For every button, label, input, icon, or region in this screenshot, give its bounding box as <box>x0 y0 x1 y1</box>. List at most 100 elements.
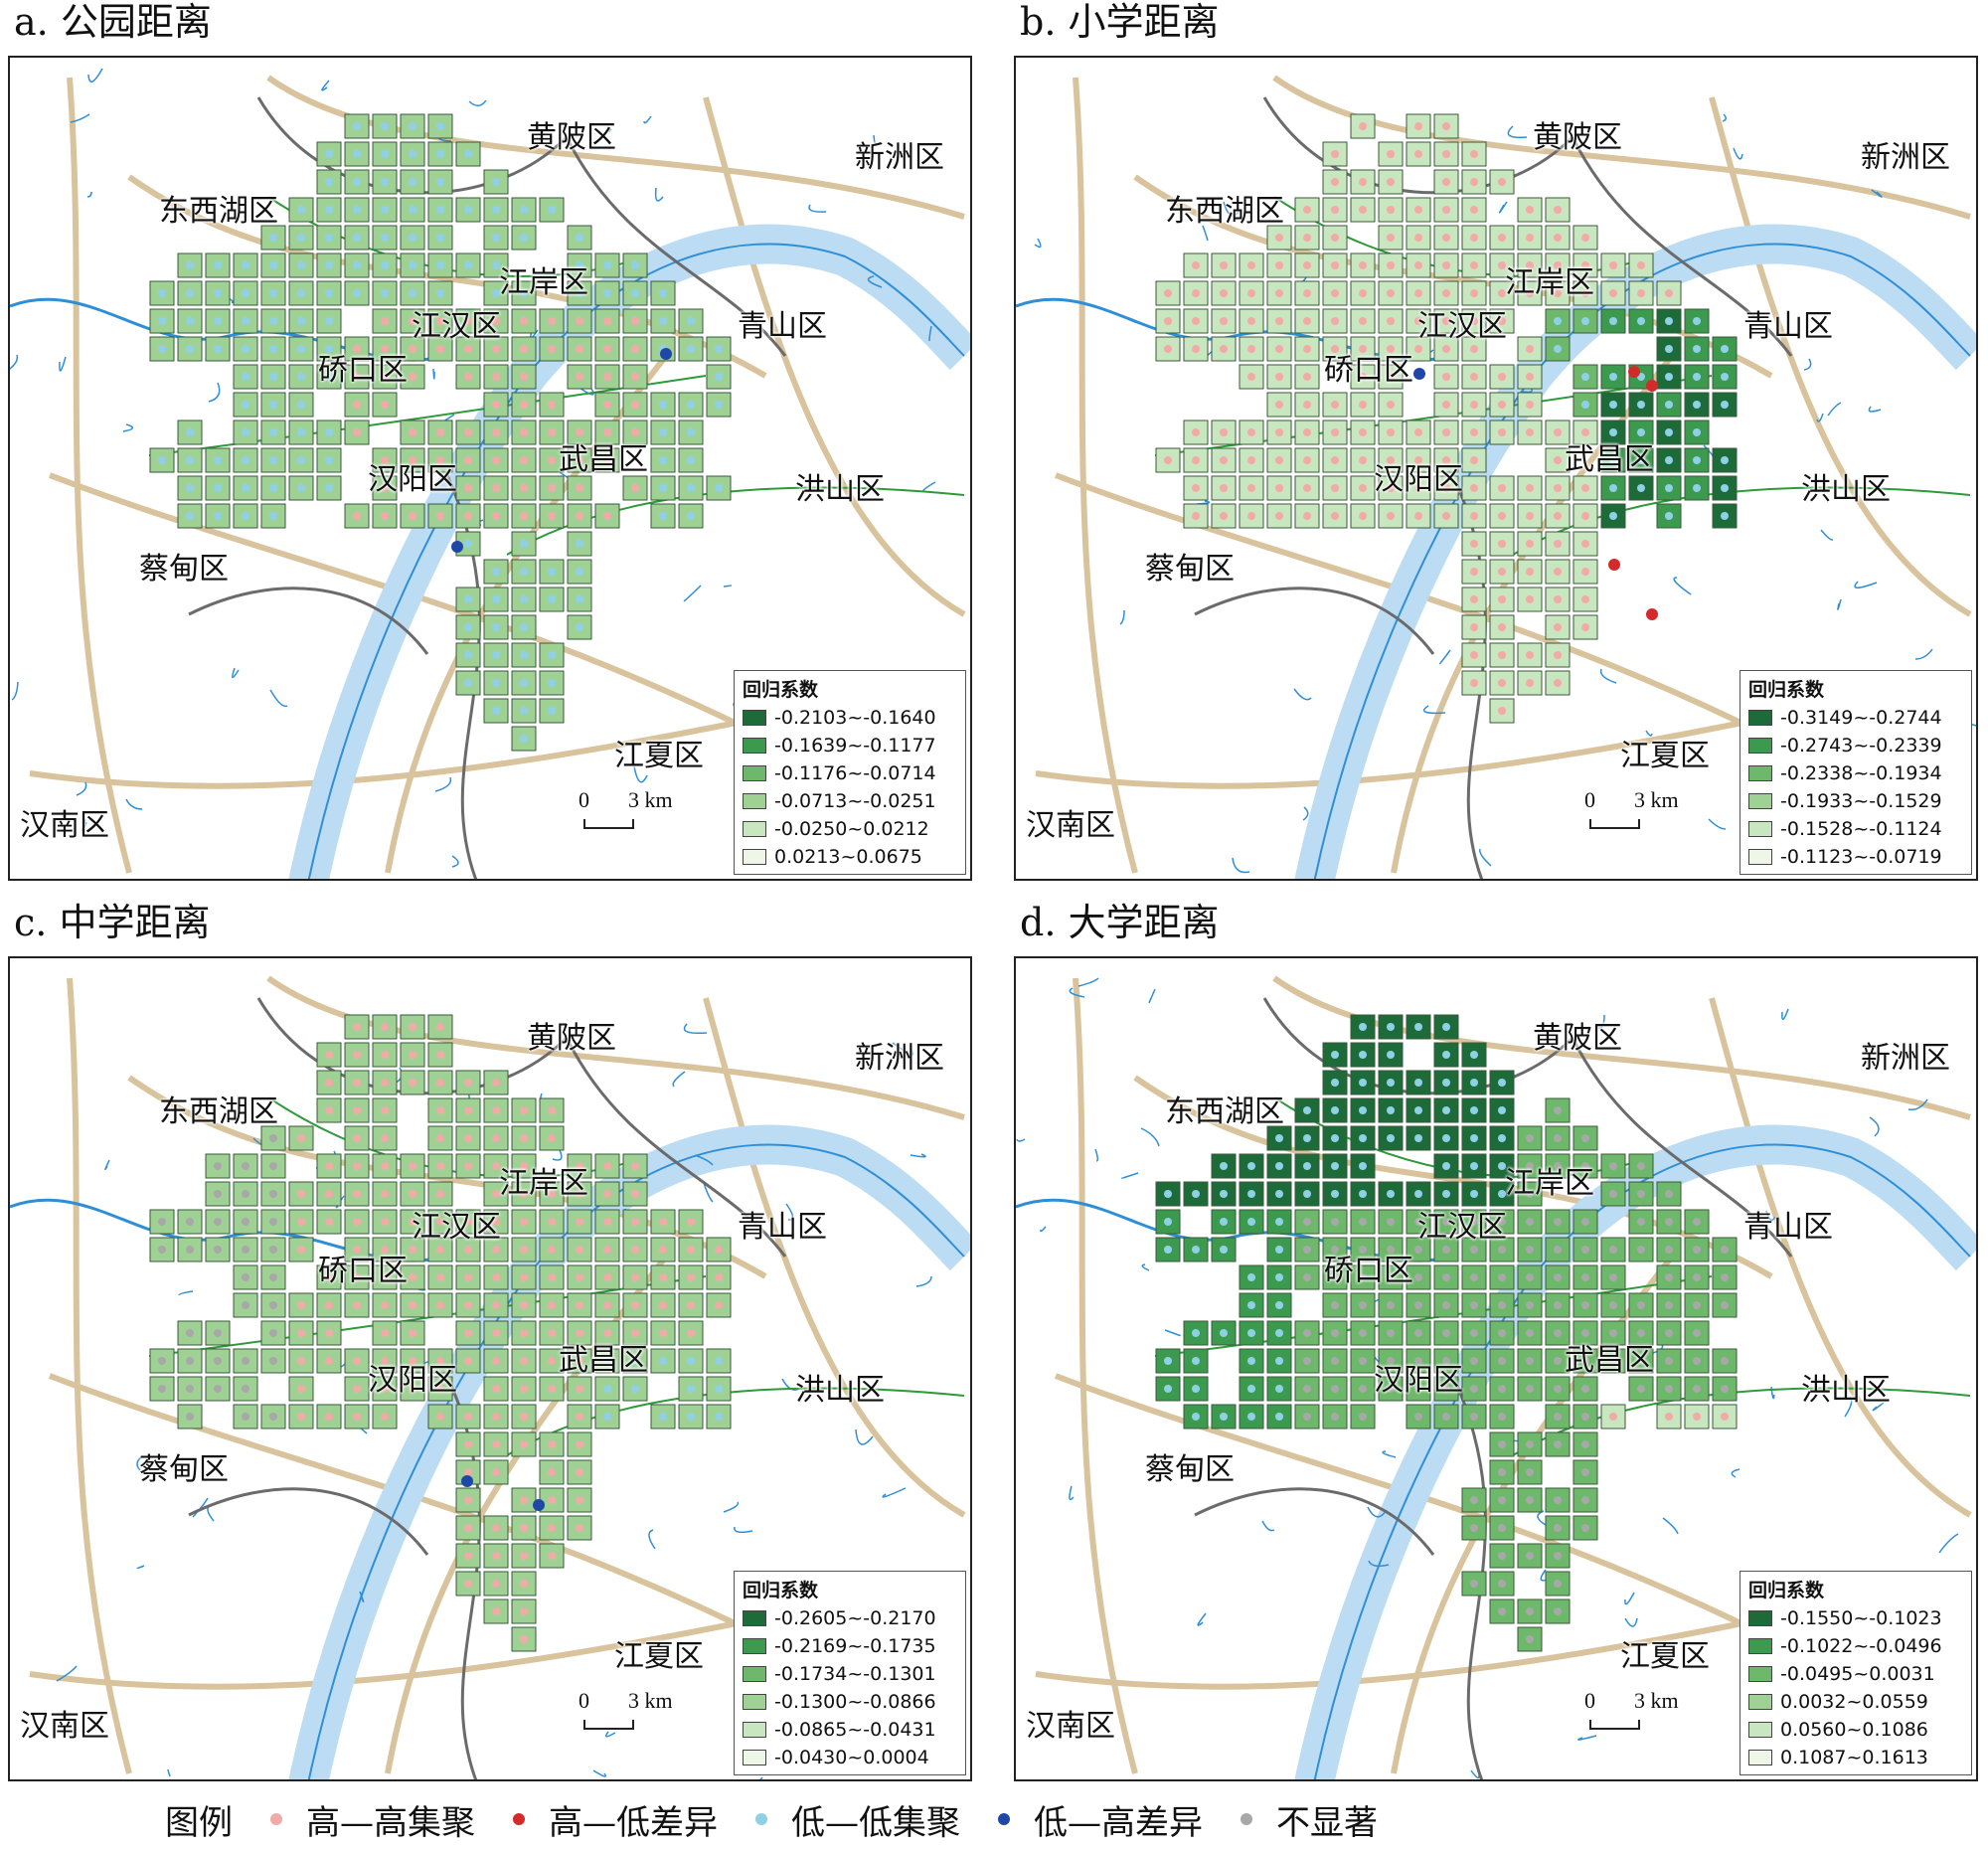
legend-swatch <box>1748 765 1772 781</box>
cluster-dot <box>1303 373 1311 381</box>
cluster-dot <box>492 707 500 715</box>
cluster-dot <box>436 1218 444 1226</box>
cluster-dot <box>1192 289 1200 297</box>
cluster-dot <box>381 1273 389 1281</box>
cluster-dot <box>492 373 500 381</box>
cluster-dot <box>1442 401 1450 409</box>
grid-cell <box>427 420 453 445</box>
cluster-dot <box>325 1190 333 1198</box>
district-label: 新洲区 <box>1861 140 1950 175</box>
legend-row: -0.1022~-0.0496 <box>1748 1633 1942 1659</box>
cluster-dot <box>1637 401 1645 409</box>
cluster-dot <box>242 456 249 464</box>
district-label: 武昌区 <box>1565 442 1654 477</box>
district-label: 江夏区 <box>1620 1639 1710 1674</box>
cluster-dot <box>436 150 444 158</box>
cluster-dot <box>1303 456 1311 464</box>
district-boundary <box>565 1037 787 1258</box>
cluster-dot <box>158 345 166 353</box>
cluster-dot <box>1387 234 1395 242</box>
cluster-dot <box>576 1468 583 1476</box>
grid-cell <box>622 1264 648 1290</box>
lake-outline <box>683 585 702 602</box>
cluster-dot <box>214 317 222 325</box>
district-label: 硚口区 <box>318 1254 408 1288</box>
scale-bar: 0 3 km <box>1573 1688 1682 1730</box>
cluster-dot <box>297 1357 305 1365</box>
cluster-dot <box>1470 1079 1478 1087</box>
cluster-dot <box>381 1051 389 1059</box>
lake-outline <box>1868 406 1882 413</box>
cluster-dot <box>1387 345 1395 353</box>
anomaly-dot <box>1413 368 1425 380</box>
cluster-dot <box>1581 1273 1589 1281</box>
cluster-dot <box>353 1079 361 1087</box>
cluster-dot <box>1331 512 1339 520</box>
cluster-dot <box>492 206 500 214</box>
cluster-dot <box>1498 1162 1506 1170</box>
cluster-dot <box>1220 289 1228 297</box>
cluster-dot <box>659 1413 667 1421</box>
cluster-dot <box>1581 1134 1589 1142</box>
lake-outline <box>694 1154 714 1166</box>
cluster-dot <box>576 1496 583 1504</box>
grid-cell <box>260 1237 286 1262</box>
cluster-dot <box>1331 1357 1339 1365</box>
cluster-dot <box>158 1246 166 1254</box>
cluster-dot <box>1693 373 1701 381</box>
not-significant-dot-icon <box>1241 1813 1252 1825</box>
cluster-dot <box>1359 206 1367 214</box>
cluster-dot <box>409 1301 416 1309</box>
lake-outline <box>1261 1520 1275 1532</box>
cluster-dot <box>1387 1385 1395 1393</box>
cluster-dot <box>1665 345 1673 353</box>
cluster-dot <box>659 484 667 492</box>
cluster-dot <box>325 484 333 492</box>
grid-cell <box>1378 336 1404 362</box>
lake-outline <box>1302 806 1309 821</box>
cluster-dot <box>1331 1190 1339 1198</box>
cluster-dot <box>325 1329 333 1337</box>
cluster-dot <box>1387 1273 1395 1281</box>
grid-cell <box>1461 141 1487 167</box>
cluster-dot <box>214 261 222 269</box>
cluster-dot <box>603 456 611 464</box>
cluster-dot <box>631 1385 639 1393</box>
road <box>67 977 132 1774</box>
cluster-dot <box>186 289 194 297</box>
cluster-dot <box>1554 484 1562 492</box>
lake-outline <box>1722 113 1727 122</box>
anomaly-dot <box>533 1499 545 1511</box>
road <box>703 997 966 1518</box>
cluster-dot <box>409 1218 416 1226</box>
cluster-dot <box>492 484 500 492</box>
lake-outline <box>434 776 452 792</box>
cluster-dot <box>687 1273 695 1281</box>
grid-cell <box>455 1487 481 1513</box>
cluster-dot <box>1721 1357 1729 1365</box>
cluster-dot <box>520 1552 528 1560</box>
lake-outline <box>1478 848 1492 867</box>
grid-cell <box>1266 1237 1292 1262</box>
legend-row: 0.0032~0.0559 <box>1748 1689 1928 1715</box>
cluster-dot <box>1665 1246 1673 1254</box>
grid-cell <box>1406 141 1431 167</box>
cluster-dot <box>1247 1218 1255 1226</box>
district-label: 青山区 <box>1743 309 1833 344</box>
cluster-dot <box>1470 1246 1478 1254</box>
lake-outline <box>1121 1172 1139 1179</box>
lake-outline <box>192 1497 209 1518</box>
cluster-dot <box>1387 456 1395 464</box>
cluster-dot <box>1609 261 1617 269</box>
legend-class-label: -0.1300~-0.0866 <box>774 1691 936 1713</box>
cluster-dot <box>436 206 444 214</box>
cluster-dot <box>381 1329 389 1337</box>
cluster-dot <box>1637 1218 1645 1226</box>
cluster-dot <box>659 1329 667 1337</box>
cluster-dot <box>492 317 500 325</box>
cluster-dot <box>1359 1246 1367 1254</box>
cluster-dot <box>548 568 556 576</box>
regression-grid <box>1155 113 1738 724</box>
cluster-dot <box>409 1273 416 1281</box>
lake-outline <box>1837 598 1842 610</box>
